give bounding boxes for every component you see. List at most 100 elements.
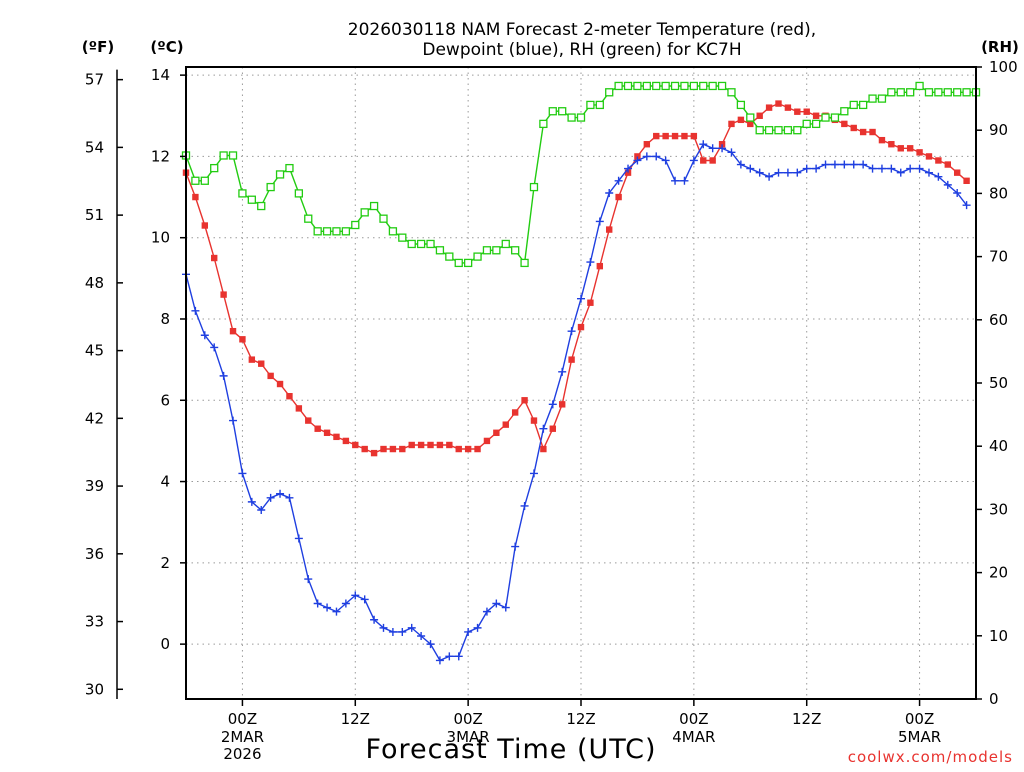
rh-tick-label: 40 [989,437,1008,455]
chart-title-line-2: Dewpoint (blue), RH (green) for KC7H [422,40,741,60]
dewpoint-point [840,160,849,169]
dewpoint-point [191,306,200,315]
celsius-tick-label: 2 [160,554,170,572]
dewpoint-point [548,400,557,409]
rh-point [294,189,304,198]
temperature-point [417,441,425,449]
celsius-tick-label: 14 [151,66,170,84]
rh-point [623,81,633,91]
dewpoint-point [276,489,285,498]
temperature-point [483,437,491,445]
celsius-tick-label: 12 [151,147,170,165]
rh-point [699,81,708,91]
temperature-point [728,120,735,128]
rh-point [210,163,219,173]
temperature-point [671,132,679,140]
dewpoint-point [558,367,567,376]
dewpoint-point [200,331,209,340]
temperature-point [812,112,820,119]
rh-point [200,176,209,185]
temperature-point [239,336,246,343]
dewpoint-point [821,160,830,169]
temperature-point [521,397,528,404]
temperature-point [859,128,867,136]
temperature-point [596,262,604,270]
dewpoint-point [877,164,886,173]
fahrenheit-tick-label: 36 [85,545,104,563]
dewpoint-point [426,640,435,649]
dewpoint-point [736,160,745,169]
x-tick-sublabel: 5MAR [898,728,941,746]
temperature-point [775,100,782,107]
dewpoint-point [887,164,896,173]
rh-point [764,126,774,135]
temperature-point [427,441,434,449]
temperature-point [878,136,886,144]
rh-point [877,94,887,103]
dewpoint-point [718,144,727,153]
temperature-point [314,425,321,432]
dewpoint-point [388,627,397,636]
rh-point [511,246,520,255]
rh-point [633,81,642,91]
temperature-point [784,104,792,111]
dewpoint-point [294,534,303,543]
rh-point [811,119,821,129]
dewpoint-point [219,371,228,380]
rh-point [858,100,868,110]
dewpoint-point [680,176,689,185]
x-tick-label: 12Z [792,710,821,728]
dewpoint-point [511,542,520,551]
watermark: coolwx.com/models [848,748,1013,766]
rh-point [454,258,463,268]
rh-point [953,88,962,97]
x-tick-sublabel: 3MAR [447,728,490,746]
temperature-point [953,169,961,176]
temperature-point [963,177,970,185]
temperature-point [765,104,773,111]
temperature-point [718,141,726,148]
rh-point [708,81,717,91]
dewpoint-point [370,615,379,624]
temperature-point [803,108,810,115]
rh-point [680,81,689,91]
dewpoint-point [689,156,698,165]
fahrenheit-tick-label: 39 [85,477,104,495]
temperature-point [690,132,698,140]
rh-point [802,119,811,129]
dewpoint-point [379,623,388,632]
dewpoint-point [520,501,529,510]
temperature-point [747,120,754,128]
dewpoint-point [859,160,868,169]
rh-point [379,214,388,223]
dewpoint-point [727,148,736,157]
rh-point [482,246,492,255]
temperature-point [201,222,209,229]
temperature-series-line [185,102,968,454]
dewpoint-point [830,160,839,169]
temperature-point [474,445,481,453]
temperature-point [530,417,538,424]
dewpoint-point [802,164,811,173]
rh-point [313,227,322,236]
rh-point [661,81,670,91]
rh-point [830,113,840,122]
temperature-point [653,132,660,140]
temperature-point [944,161,951,168]
rh-point [783,126,793,135]
temperature-point [211,254,218,262]
temperature-point [624,169,632,176]
rh-point [341,227,351,236]
rh-point [492,246,501,255]
dewpoint-point [765,172,774,181]
temperature-point [558,401,566,408]
dewpoint-point [266,493,275,502]
temperature-point [606,226,613,233]
rh-point [304,214,313,223]
dewpoint-point [624,164,633,173]
rh-point [934,88,943,97]
rh-point [322,227,332,236]
temperature-point [286,393,293,400]
temperature-point [436,441,444,449]
